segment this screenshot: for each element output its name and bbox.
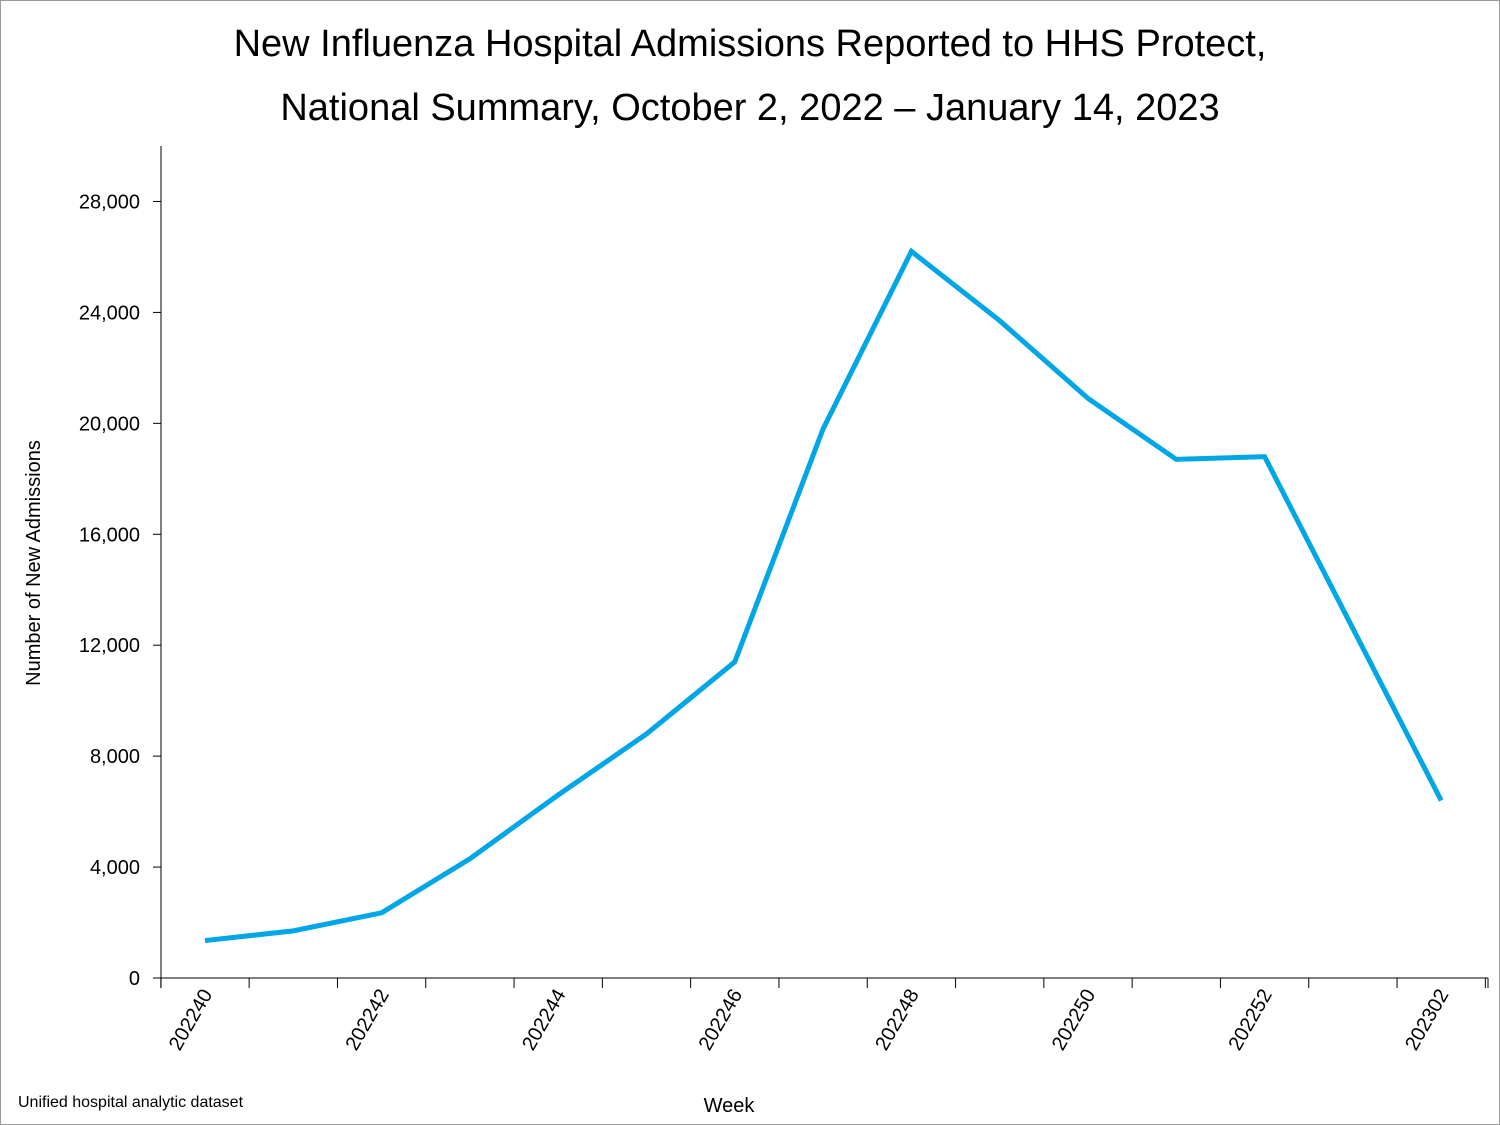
x-axis-label: Week: [704, 1095, 756, 1117]
chart-title-line-1: New Influenza Hospital Admissions Report…: [233, 23, 1267, 65]
series-line: [204, 247, 1444, 944]
y-tick-label: 16,000: [79, 524, 140, 546]
y-axis-label: Number of New Admissions: [23, 440, 45, 686]
x-tick-label: 202240: [165, 986, 217, 1055]
y-tick-label: 8,000: [90, 746, 140, 768]
x-tick-label: 202244: [518, 986, 570, 1055]
source-note: Unified hospital analytic dataset: [18, 1094, 244, 1111]
y-axis-ticks: 0 4,000 8,000 12,000 16,000 20,000 24,000 28,00…: [79, 191, 161, 990]
axes: [160, 146, 1488, 979]
y-tick-label: 0: [129, 968, 140, 990]
y-tick-label: 12,000: [79, 635, 140, 657]
series-layer: [204, 247, 1444, 944]
x-tick-label: 202252: [1225, 986, 1277, 1055]
y-tick-label: 24,000: [79, 302, 140, 324]
x-tick-label: 202302: [1401, 986, 1453, 1055]
x-tick-label: 202242: [342, 986, 394, 1055]
y-tick-label: 4,000: [90, 857, 140, 879]
x-tick-label: 202250: [1048, 986, 1100, 1055]
x-axis-ticks: 202240 202242 202244 202246 202248 202250 2022…: [160, 978, 1489, 1055]
y-tick-label: 28,000: [79, 191, 140, 213]
chart-title-line-2: National Summary, October 2, 2022 – Janu…: [280, 87, 1220, 129]
chart-title: New Influenza Hospital Admissions Report…: [0, 12, 1500, 140]
y-tick-label: 20,000: [79, 413, 140, 435]
x-tick-label: 202248: [871, 986, 923, 1055]
x-tick-label: 202246: [695, 986, 747, 1055]
